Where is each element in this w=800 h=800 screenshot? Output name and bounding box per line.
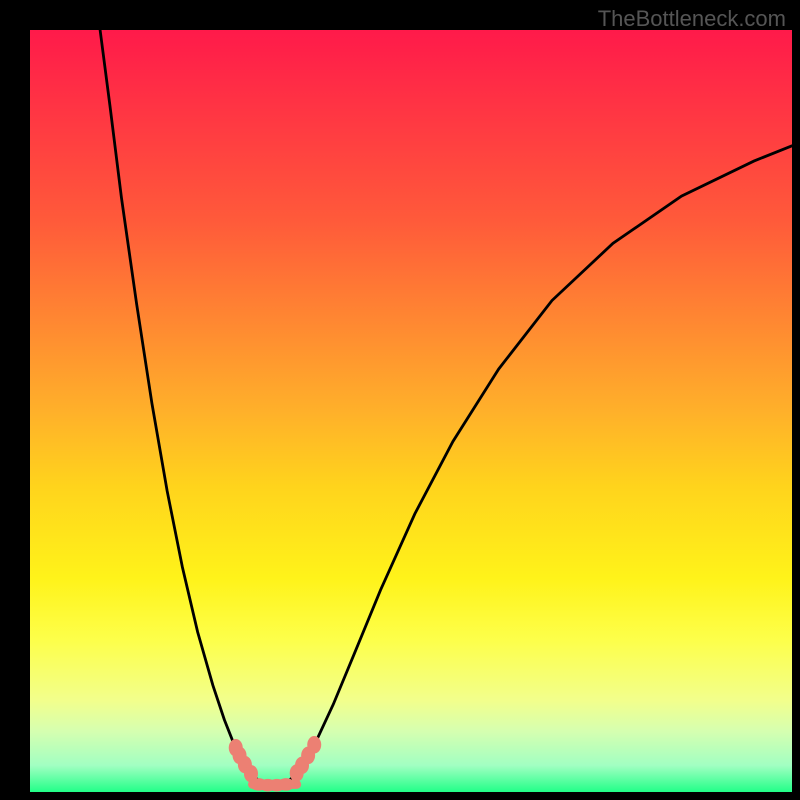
chart-frame: TheBottleneck.com [0,0,800,800]
plot-area [30,30,792,792]
watermark-text: TheBottleneck.com [598,6,786,32]
